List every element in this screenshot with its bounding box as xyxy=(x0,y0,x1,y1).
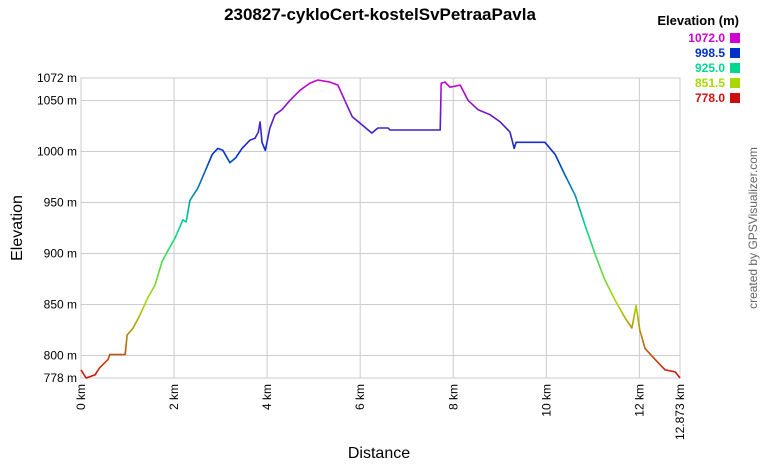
chart-title: 230827-cykloCert-kostelSvPetraaPavla xyxy=(224,5,536,24)
y-tick-label: 900 m xyxy=(44,247,77,261)
y-tick-label: 778 m xyxy=(44,371,77,385)
x-axis-label: Distance xyxy=(348,445,410,460)
legend-label: 925.0 xyxy=(695,61,725,75)
y-tick-label: 800 m xyxy=(44,349,77,363)
x-tick-label: 12.873 km xyxy=(673,384,687,440)
legend-label: 851.5 xyxy=(695,76,725,90)
x-tick-label: 12 km xyxy=(632,384,646,417)
credit: created by GPSVisualizer.com xyxy=(746,147,760,309)
x-tick-label: 10 km xyxy=(539,384,553,417)
y-tick-label: 950 m xyxy=(44,195,77,209)
legend-label: 998.5 xyxy=(695,46,725,60)
plot-area xyxy=(80,77,681,379)
y-axis-label: Elevation xyxy=(9,195,26,261)
legend-title: Elevation (m) xyxy=(657,13,739,28)
y-tick-label: 1000 m xyxy=(37,144,77,158)
x-tick-label: 0 km xyxy=(74,384,88,410)
legend-swatch xyxy=(730,93,740,103)
legend-swatch xyxy=(730,48,740,58)
x-tick-label: 2 km xyxy=(167,384,181,410)
x-tick-label: 6 km xyxy=(353,384,367,410)
y-tick-label: 1050 m xyxy=(37,93,77,107)
x-tick-label: 4 km xyxy=(260,384,274,410)
x-tick-label: 8 km xyxy=(446,384,460,410)
legend-label: 1072.0 xyxy=(688,31,725,45)
legend-swatch xyxy=(730,33,740,43)
elevation-line xyxy=(80,79,681,379)
legend-label: 778.0 xyxy=(695,91,725,105)
legend-swatch xyxy=(730,63,740,73)
legend-swatch xyxy=(730,78,740,88)
y-tick-label: 850 m xyxy=(44,298,77,312)
y-tick-label: 1072 m xyxy=(37,71,77,85)
